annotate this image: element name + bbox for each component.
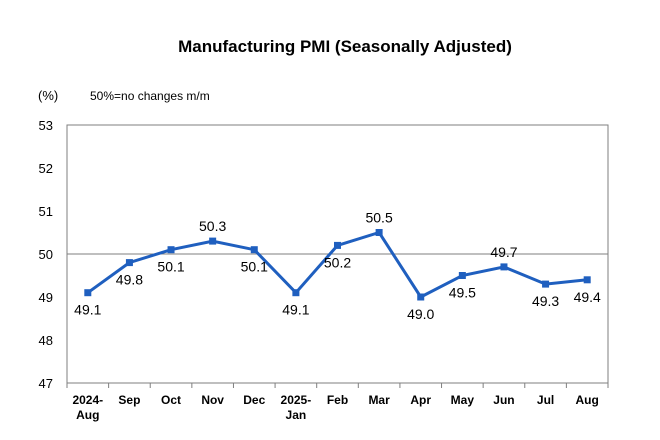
data-point bbox=[292, 289, 300, 297]
data-label: 49.3 bbox=[532, 293, 559, 309]
y-tick-label: 47 bbox=[39, 376, 53, 391]
data-point bbox=[250, 246, 258, 254]
y-tick-label: 53 bbox=[39, 118, 53, 133]
data-label: 49.8 bbox=[116, 272, 143, 288]
data-label: 49.5 bbox=[449, 285, 476, 301]
y-tick-label: 52 bbox=[39, 161, 53, 176]
data-point bbox=[458, 272, 466, 279]
data-label: 49.4 bbox=[574, 289, 601, 305]
data-labels: 49.1 49.8 50.1 50.3 50.1 49.1 50.2 50.5 49.0 49.5… bbox=[74, 210, 601, 323]
data-point bbox=[84, 289, 92, 297]
data-point bbox=[500, 263, 508, 271]
x-axis: 2024-Aug Sep Oct Nov Dec 2025-Jan Feb Mar Apr May… bbox=[66, 383, 609, 422]
x-tick-label: Sep bbox=[118, 393, 140, 407]
data-label: 49.1 bbox=[74, 302, 101, 318]
data-label: 49.0 bbox=[407, 306, 434, 322]
data-point bbox=[334, 241, 341, 249]
y-tick-label: 51 bbox=[39, 204, 53, 219]
y-axis: 47 48 49 50 51 52 53 bbox=[39, 118, 53, 391]
data-label: 50.3 bbox=[199, 218, 226, 234]
x-tick-label: Aug bbox=[576, 393, 599, 407]
y-tick-label: 49 bbox=[39, 290, 53, 305]
data-label: 50.1 bbox=[241, 259, 268, 275]
x-tick-label: Mar bbox=[368, 393, 390, 407]
x-tick-label: Dec bbox=[243, 393, 265, 407]
data-markers bbox=[84, 229, 591, 301]
chart-annotation: 50%=no changes m/m bbox=[90, 89, 210, 103]
data-label: 49.7 bbox=[490, 244, 517, 260]
x-tick-label: Apr bbox=[410, 393, 431, 407]
chart-title: Manufacturing PMI (Seasonally Adjusted) bbox=[178, 37, 512, 56]
data-label: 49.1 bbox=[282, 302, 309, 318]
data-label: 50.2 bbox=[324, 254, 351, 270]
x-tick-label: Oct bbox=[161, 393, 181, 407]
x-tick-label: May bbox=[451, 393, 475, 407]
data-point bbox=[375, 229, 383, 236]
data-point bbox=[542, 280, 550, 288]
y-tick-label: 50 bbox=[39, 247, 53, 262]
x-tick-label: Feb bbox=[327, 393, 348, 407]
y-tick-label: 48 bbox=[39, 333, 53, 348]
x-tick-label: 2024-Aug bbox=[72, 393, 103, 422]
x-tick-label: Jun bbox=[493, 393, 514, 407]
x-tick-label: Nov bbox=[201, 393, 224, 407]
data-point bbox=[125, 259, 133, 267]
data-point bbox=[583, 276, 591, 284]
data-point bbox=[167, 246, 175, 254]
data-label: 50.5 bbox=[365, 210, 392, 226]
data-point bbox=[417, 293, 425, 301]
data-point bbox=[209, 237, 217, 245]
x-tick-label: 2025-Jan bbox=[281, 393, 312, 422]
data-label: 50.1 bbox=[157, 259, 184, 275]
x-tick-label: Jul bbox=[537, 393, 554, 407]
y-axis-unit: (%) bbox=[38, 88, 58, 103]
